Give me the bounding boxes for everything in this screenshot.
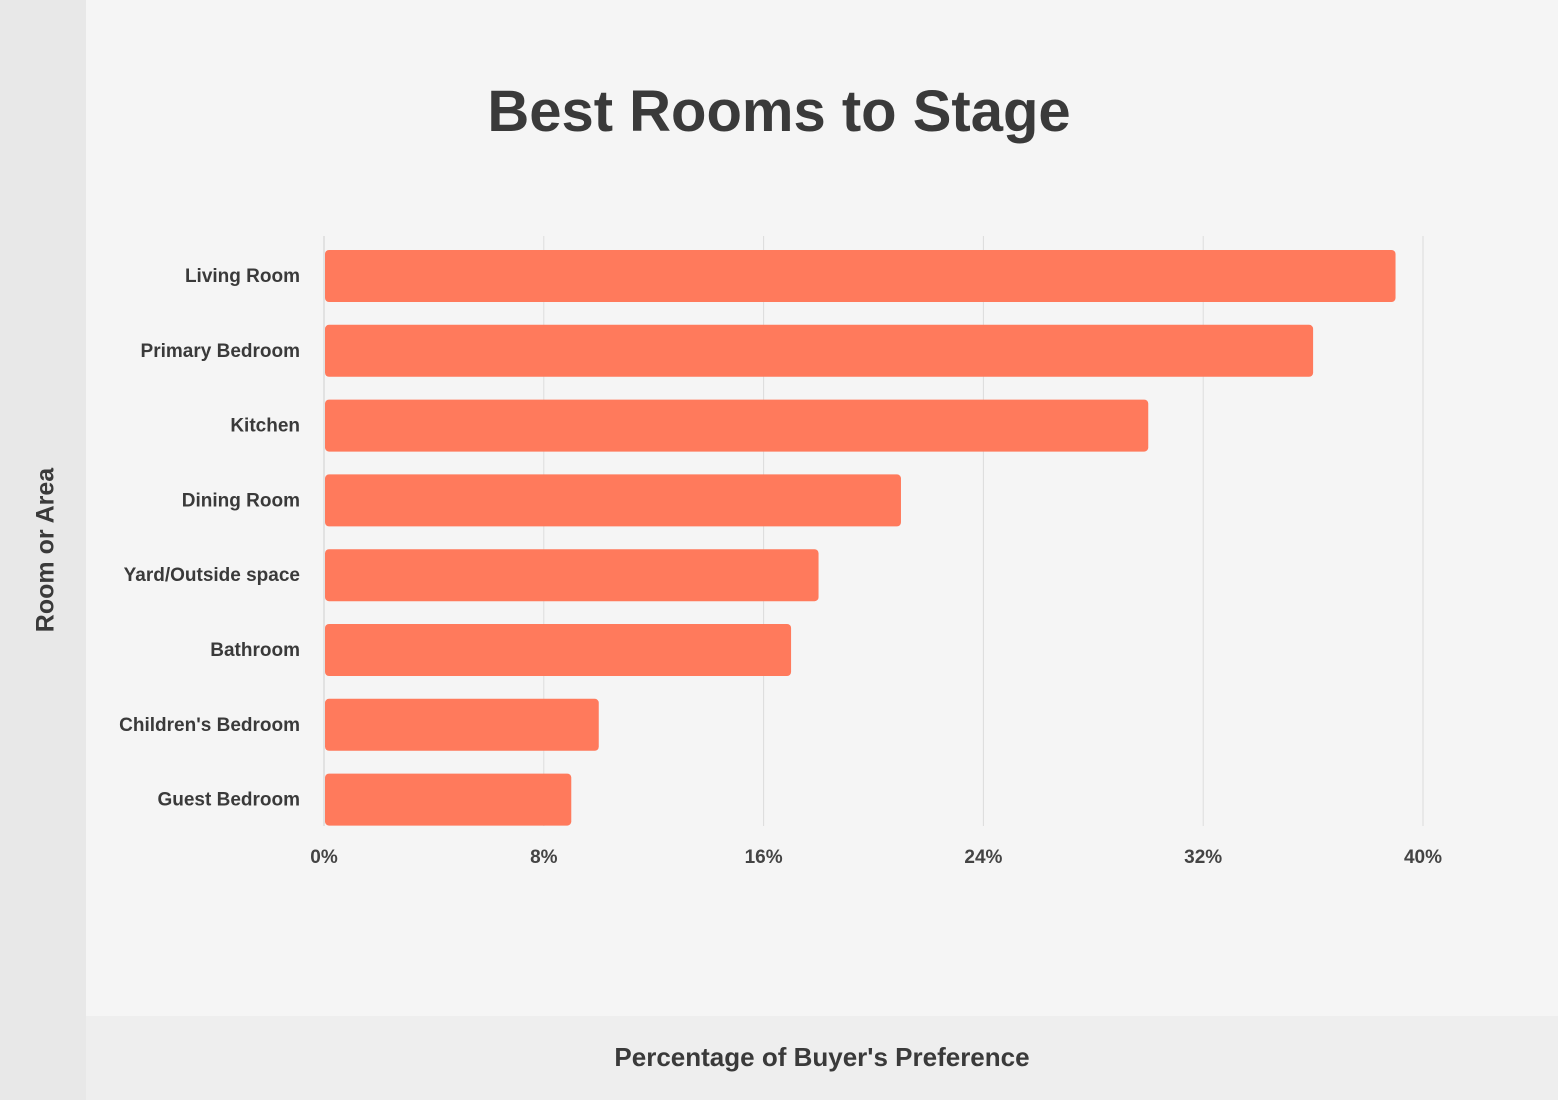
bar-chart: Living Room Primary Bedroom Kitchen Dining … xyxy=(119,236,1442,868)
chart-title: Best Rooms to Stage xyxy=(487,79,1071,144)
bars xyxy=(325,250,1396,826)
bar xyxy=(325,624,792,676)
x-tick-label: 24% xyxy=(964,847,1002,868)
bar xyxy=(325,399,1149,452)
bar xyxy=(325,698,599,751)
bar xyxy=(325,549,819,602)
x-tick-label: 0% xyxy=(310,847,338,868)
x-axis-title: Percentage of Buyer's Preference xyxy=(614,1042,1030,1072)
bar xyxy=(325,324,1314,377)
category-label: Dining Room xyxy=(182,490,300,511)
x-tick-label: 16% xyxy=(745,847,783,868)
bar xyxy=(325,773,572,826)
category-label: Children's Bedroom xyxy=(119,715,300,736)
x-axis-label-band: Percentage of Buyer's Preference xyxy=(86,1016,1558,1100)
category-label: Yard/Outside space xyxy=(124,565,300,586)
x-tick-label: 32% xyxy=(1184,847,1222,868)
category-label: Guest Bedroom xyxy=(157,790,300,811)
y-axis-label-band: Room or Area xyxy=(0,0,86,1100)
bar xyxy=(325,250,1396,302)
bar xyxy=(325,474,901,527)
category-label: Living Room xyxy=(185,266,300,287)
x-tick-label: 8% xyxy=(530,847,558,868)
category-label: Bathroom xyxy=(210,640,300,661)
tick-labels: 0% 8% 16% 24% 32% 40% xyxy=(310,847,1442,868)
category-labels: Living Room Primary Bedroom Kitchen Dining … xyxy=(119,266,300,811)
x-tick-label: 40% xyxy=(1404,847,1442,868)
category-label: Kitchen xyxy=(230,416,300,437)
category-label: Primary Bedroom xyxy=(141,341,300,362)
